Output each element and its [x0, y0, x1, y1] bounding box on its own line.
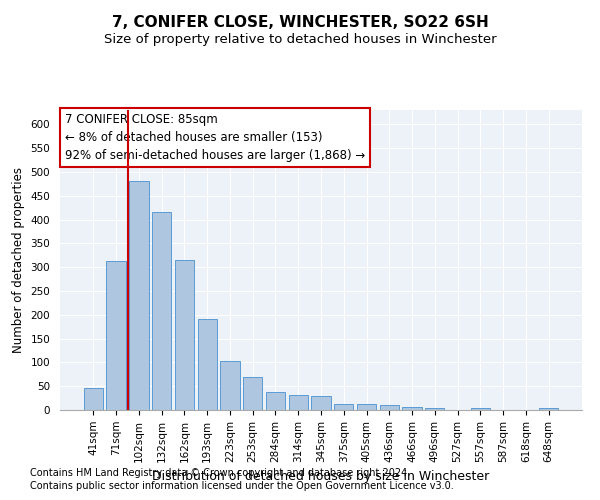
- Text: 7 CONIFER CLOSE: 85sqm
← 8% of detached houses are smaller (153)
92% of semi-det: 7 CONIFER CLOSE: 85sqm ← 8% of detached …: [65, 113, 365, 162]
- Bar: [197, 318, 217, 410]
- Bar: [243, 376, 262, 410]
- Bar: [84, 388, 103, 410]
- Text: Contains HM Land Registry data © Crown copyright and database right 2024.: Contains HM Land Registry data © Crown c…: [30, 468, 410, 477]
- Bar: [425, 408, 445, 410]
- X-axis label: Distribution of detached houses by size in Winchester: Distribution of detached houses by size …: [152, 470, 490, 483]
- Bar: [403, 407, 422, 410]
- Bar: [289, 395, 308, 410]
- Text: 7, CONIFER CLOSE, WINCHESTER, SO22 6SH: 7, CONIFER CLOSE, WINCHESTER, SO22 6SH: [112, 15, 488, 30]
- Bar: [220, 361, 239, 410]
- Bar: [539, 408, 558, 410]
- Bar: [334, 404, 353, 410]
- Bar: [380, 405, 399, 410]
- Text: Contains public sector information licensed under the Open Government Licence v3: Contains public sector information licen…: [30, 481, 454, 491]
- Bar: [152, 212, 172, 410]
- Text: Size of property relative to detached houses in Winchester: Size of property relative to detached ho…: [104, 32, 496, 46]
- Bar: [470, 408, 490, 410]
- Bar: [129, 182, 149, 410]
- Bar: [106, 262, 126, 410]
- Bar: [266, 392, 285, 410]
- Y-axis label: Number of detached properties: Number of detached properties: [12, 167, 25, 353]
- Bar: [175, 260, 194, 410]
- Bar: [311, 396, 331, 410]
- Bar: [357, 404, 376, 410]
